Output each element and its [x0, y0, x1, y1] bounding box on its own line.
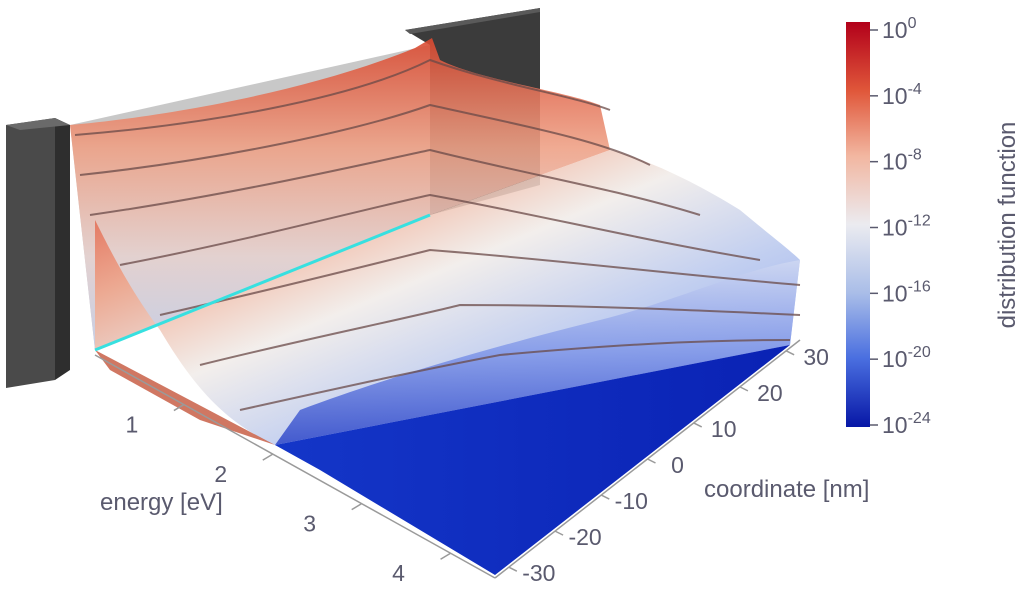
surface-back-section	[70, 38, 610, 350]
colorbar-tick-label: 10-12	[882, 213, 931, 241]
energy-tick-mark	[351, 503, 363, 511]
colorbar-tick-label: 10-4	[882, 81, 922, 109]
coordinate-tick-mark	[508, 566, 518, 572]
colorbar: 100 10-4 10-8 10-12 10-16 10-20 10-24 distribu…	[846, 15, 1021, 438]
colorbar-tick-label: 10-20	[882, 344, 931, 372]
energy-axis-line	[94, 354, 496, 579]
coordinate-tick-label: -30	[522, 560, 555, 586]
colorbar-tick-label: 100	[882, 15, 917, 43]
colorbar-ticks: 100 10-4 10-8 10-12 10-16 10-20 10-24	[870, 15, 931, 438]
coordinate-tick-mark	[647, 458, 656, 464]
energy-tick-label: 3	[303, 511, 316, 537]
coordinate-tick-mark	[739, 386, 749, 392]
coordinate-tick-mark	[785, 350, 795, 356]
coordinate-tick-label: 20	[757, 380, 783, 406]
coordinate-ticks: -30 -20 -10 0 10 20 30	[508, 344, 829, 586]
energy-tick-mark	[440, 552, 451, 560]
energy-tick-label: 1	[125, 412, 138, 438]
energy-tick-label: 2	[214, 461, 227, 487]
energy-tick-label: 4	[392, 560, 405, 586]
coordinate-tick-label: -20	[568, 524, 601, 550]
energy-ticks: 1 2 3 4	[125, 403, 451, 586]
coordinate-tick-label: 30	[803, 344, 829, 370]
coordinate-tick-mark	[600, 494, 610, 500]
reference-line	[94, 213, 431, 352]
contour-lines	[74, 58, 801, 411]
left-barrier	[6, 118, 70, 388]
colorbar-tick-label: 10-16	[882, 278, 931, 306]
coordinate-tick-mark	[554, 530, 564, 536]
surface-floor	[95, 345, 790, 575]
colorbar-tick-label: 10-8	[882, 147, 922, 175]
coordinate-tick-label: 0	[671, 452, 684, 478]
coordinate-tick-mark	[693, 422, 703, 428]
energy-tick-mark	[173, 403, 185, 412]
energy-axis-label: energy [eV]	[100, 489, 223, 516]
coordinate-tick-label: 10	[711, 416, 737, 442]
colorbar-tick-label: 10-24	[882, 410, 931, 438]
colorbar-gradient	[846, 22, 870, 427]
coordinate-tick-label: -10	[615, 488, 648, 514]
coordinate-axis-label: coordinate [nm]	[704, 476, 869, 503]
colorbar-label: distribution function	[994, 122, 1021, 329]
energy-tick-mark	[262, 453, 274, 461]
